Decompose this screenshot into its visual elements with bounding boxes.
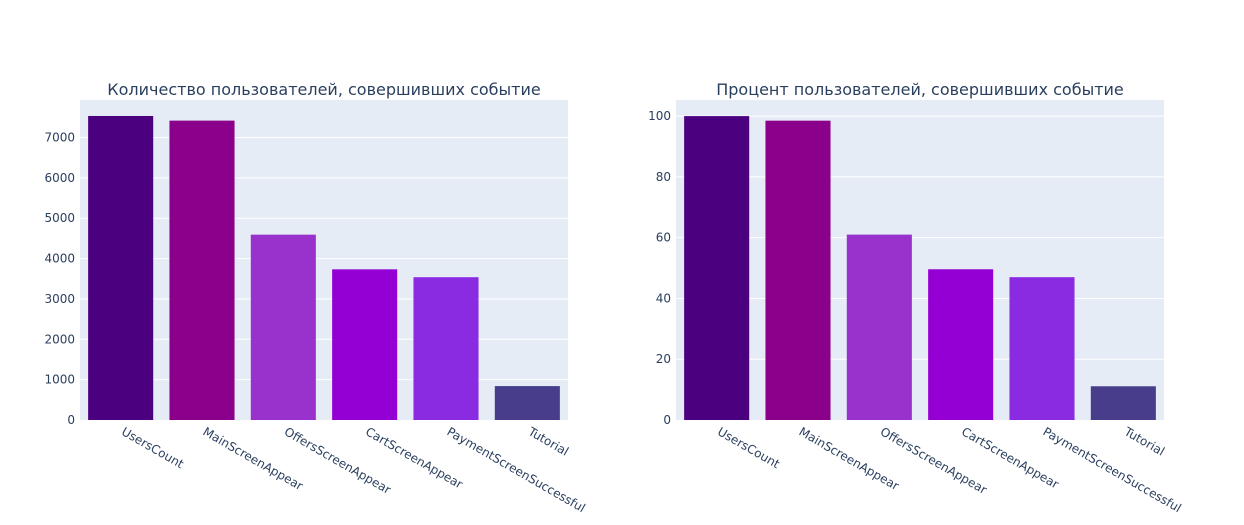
y-tick-label: 20	[656, 352, 671, 366]
x-tick-label: PaymentScreenSuccessful	[1041, 424, 1184, 515]
x-tick-label: PaymentScreenSuccessful	[445, 424, 588, 515]
x-tick-label: Tutorial	[1121, 424, 1167, 459]
user-percent-chart: 0 20 40 60 80 100 UsersCount MainScreenAppearO…	[648, 80, 1184, 515]
bar	[413, 277, 479, 420]
bar	[928, 269, 994, 420]
bar	[765, 120, 831, 420]
x-tick-label: UsersCount	[715, 424, 782, 471]
y-tick-label: 2000	[44, 332, 75, 346]
y-tick-label: 1000	[44, 373, 75, 387]
bar	[494, 386, 560, 420]
bar	[332, 269, 398, 420]
bar	[1009, 277, 1075, 420]
plot-area	[676, 100, 1164, 420]
y-tick-label: 7000	[44, 131, 75, 145]
y-tick-label: 40	[656, 291, 671, 305]
bar	[684, 116, 750, 421]
y-axis-ticks: 0 1000 2000 3000 4000 5000 6000 7000	[44, 131, 75, 427]
gridlines	[80, 137, 568, 381]
y-tick-label: 60	[656, 231, 671, 245]
x-tick-label: Tutorial	[525, 424, 571, 459]
y-tick-label: 0	[663, 413, 671, 427]
y-tick-label: 100	[648, 109, 671, 123]
gridlines	[676, 115, 1164, 360]
y-tick-label: 5000	[44, 211, 75, 225]
bar	[846, 234, 912, 420]
bar	[169, 120, 235, 421]
y-tick-label: 0	[67, 413, 75, 427]
bars	[684, 116, 1156, 421]
y-axis-ticks: 0 20 40 60 80 100	[648, 109, 671, 427]
chart-title: Количество пользователей, совершивших со…	[107, 80, 540, 99]
y-tick-label: 4000	[44, 252, 75, 266]
y-tick-label: 80	[656, 170, 671, 184]
x-axis-ticks: UsersCount MainScreenAppearOffersScreenAp…	[715, 424, 1184, 515]
bar	[88, 115, 154, 420]
chart-title: Процент пользователей, совершивших событ…	[716, 80, 1124, 99]
x-axis-ticks: UsersCount MainScreenAppearOffersScreenAp…	[119, 424, 588, 515]
bar	[250, 234, 316, 420]
y-tick-label: 6000	[44, 171, 75, 185]
bars	[88, 115, 560, 421]
y-tick-label: 3000	[44, 292, 75, 306]
x-tick-label: UsersCount	[119, 424, 186, 471]
plot-area	[80, 100, 568, 420]
user-count-chart: 0 1000 2000 3000 4000 5000 6000 7000 UsersCount…	[44, 80, 587, 515]
bar	[1090, 386, 1156, 420]
